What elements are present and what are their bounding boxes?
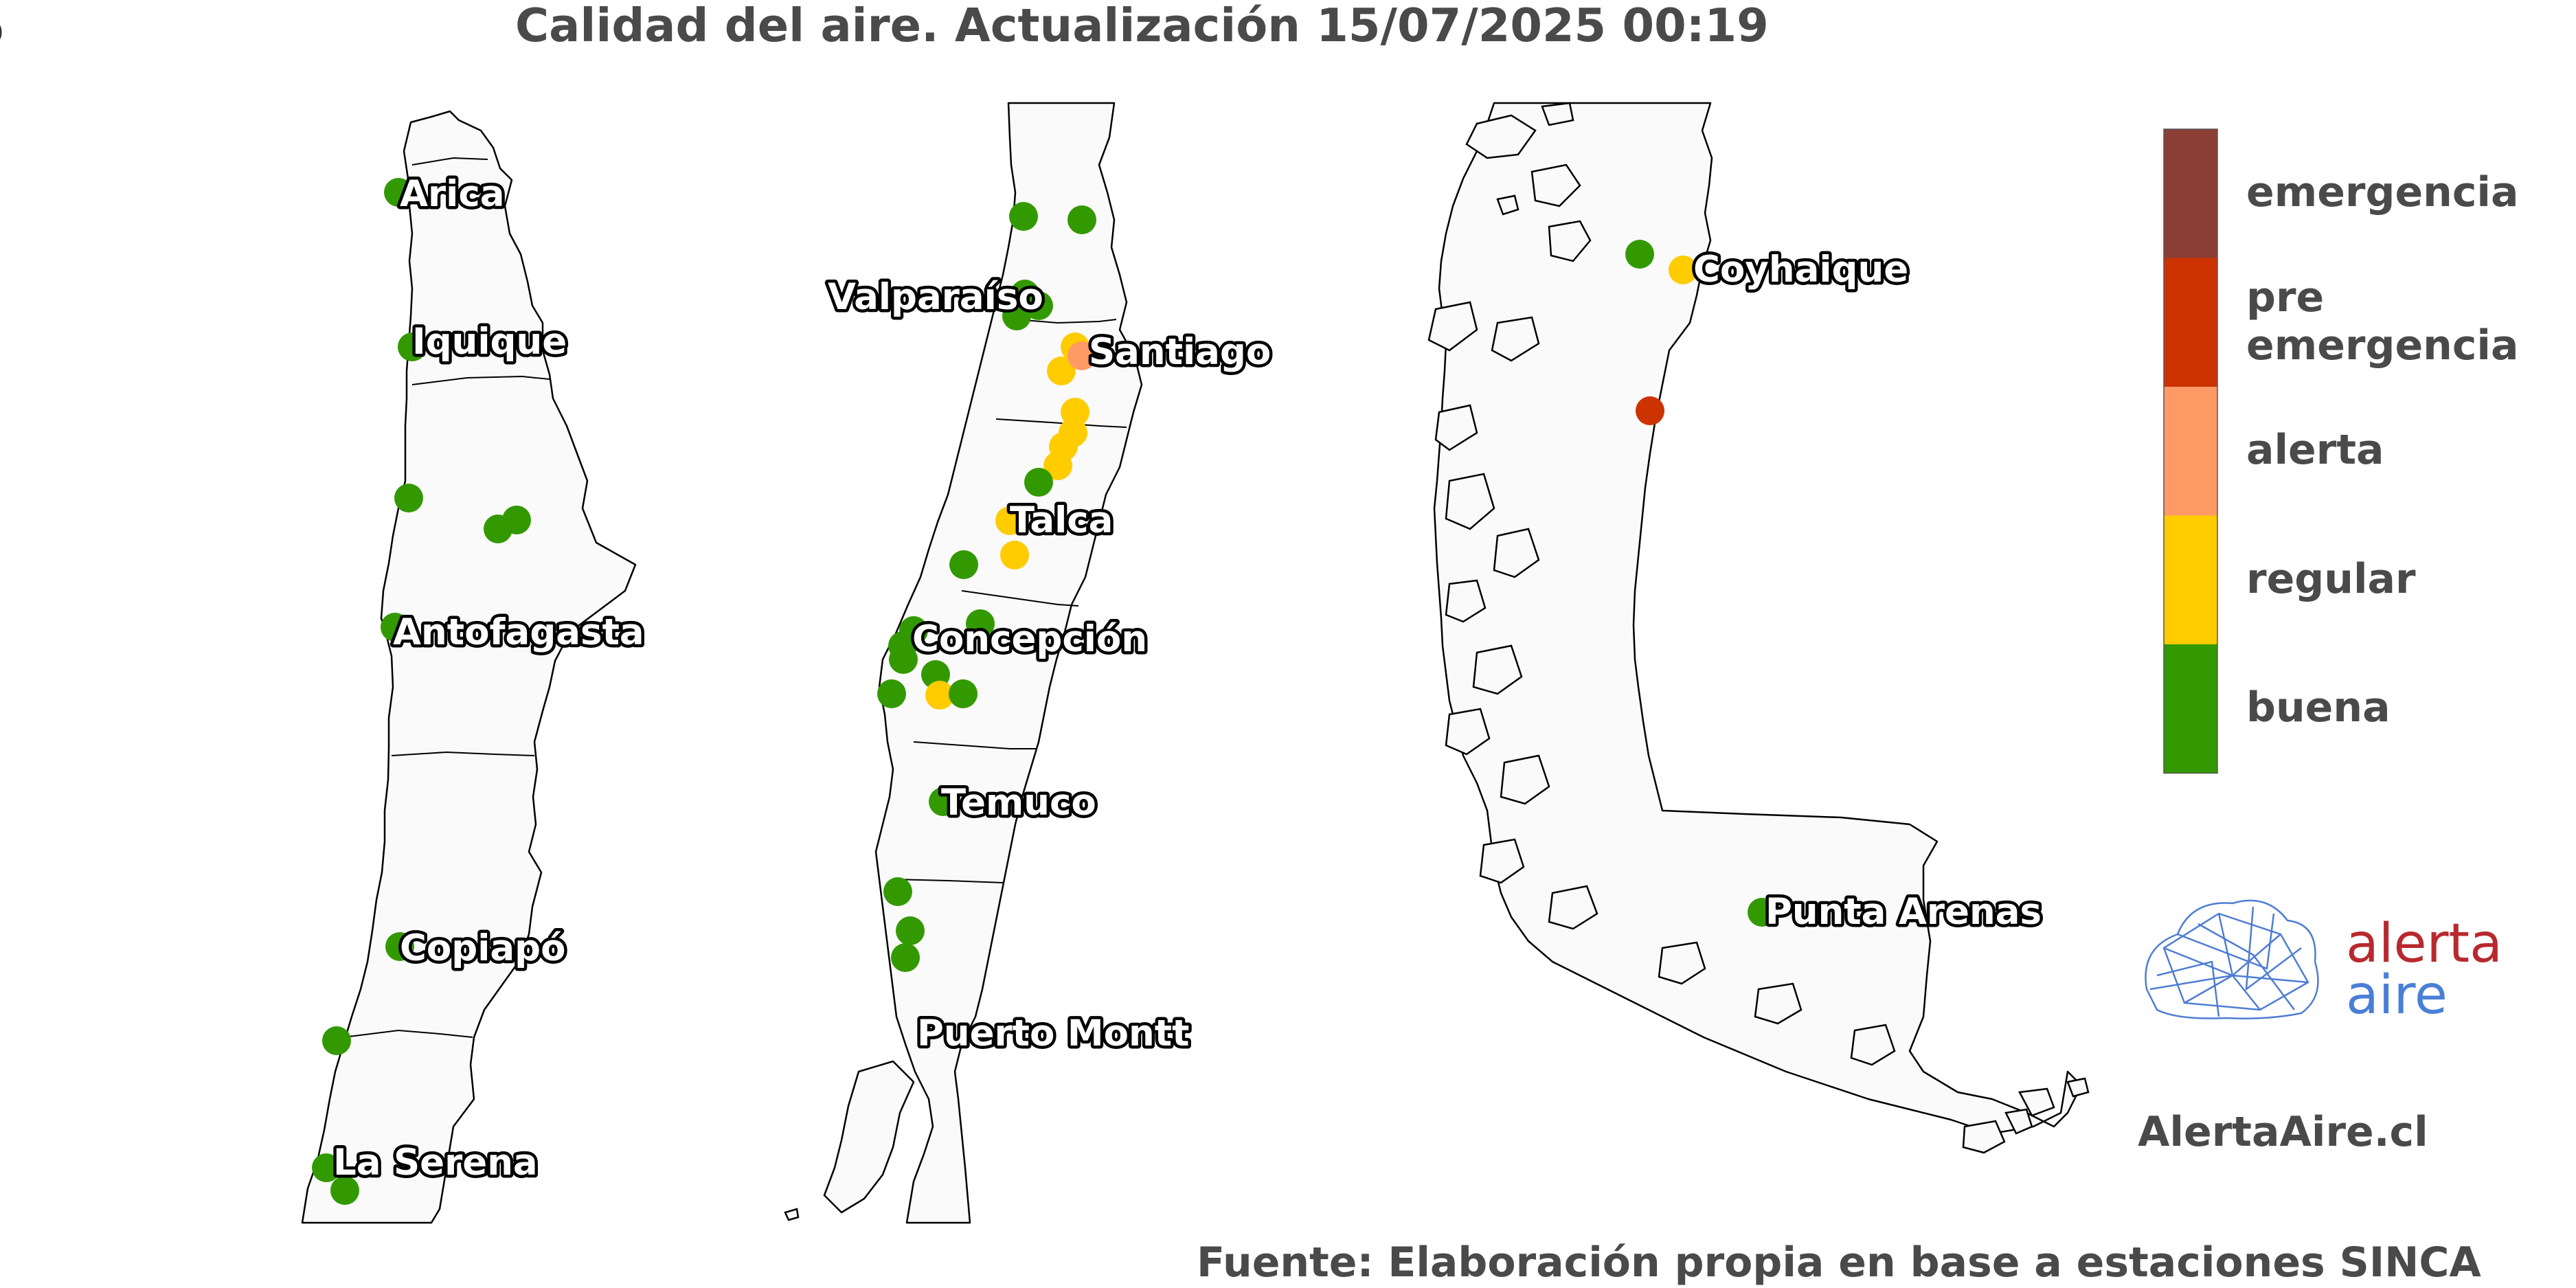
city-labels: Arica Iquique Antofagasta Copiapó La Ser… (330, 170, 2045, 1187)
city-label-arica: Arica (400, 173, 505, 215)
station-marker-norte-10 (330, 1176, 359, 1205)
station-marker-norte-9 (312, 1153, 341, 1182)
alerta-aire-logo: alerta aire (2145, 899, 2502, 1026)
map-panel-norte (301, 110, 637, 1224)
city-label-coyhaique: Coyhaique (1693, 249, 1908, 291)
city-label-santiago: Santiago (1089, 331, 1271, 373)
station-marker-centro-sur-25 (929, 787, 958, 816)
station-marker-centro-sur-26 (883, 877, 912, 906)
city-label-valparaiso: Valparaíso (828, 276, 1043, 318)
chiloe-island (823, 1060, 915, 1214)
legend-color-bar (2163, 128, 2218, 774)
station-markers (312, 178, 1776, 1205)
station-marker-centro-sur-1 (1009, 202, 1038, 231)
station-marker-centro-sur-27 (896, 916, 925, 945)
station-marker-centro-sur-20 (889, 645, 918, 674)
legend-label-pre-emergencia: emergencia (2246, 321, 2518, 370)
centro-sur-regional-boundaries (892, 319, 1127, 883)
site-url: AlertaAire.cl (2138, 1108, 2428, 1156)
map-title: Calidad del aire. Actualización 15/07/20… (515, 0, 1769, 52)
legend-label-alerta: alerta (2246, 426, 2384, 474)
station-marker-centro-sur-16 (949, 550, 978, 579)
legend: emergencia pre emergencia alerta regular… (2163, 128, 2518, 774)
city-label-talca: Talca (1010, 499, 1113, 541)
station-marker-centro-sur-22 (877, 679, 906, 708)
geodesic-dome-cloud-icon (2145, 899, 2319, 1019)
station-marker-norte-3 (394, 484, 423, 512)
station-marker-austral-3 (1636, 396, 1664, 425)
corner-tick-label: 0 (0, 19, 3, 47)
legend-label-emergencia: emergencia (2246, 168, 2518, 216)
city-label-antofagasta: Antofagasta (393, 611, 644, 653)
city-label-punta-arenas: Punta Arenas (1765, 891, 2042, 933)
station-marker-norte-2 (398, 332, 427, 361)
station-marker-centro-sur-2 (1067, 205, 1096, 234)
station-marker-austral-1 (1625, 240, 1654, 269)
legend-label-buena: buena (2246, 683, 2391, 732)
legend-swatch-buena (2164, 644, 2217, 773)
station-marker-centro-sur-4 (1024, 291, 1053, 320)
station-marker-centro-sur-24 (949, 679, 978, 708)
logo-word-aire: aire (2346, 964, 2448, 1026)
city-label-temuco: Temuco (941, 782, 1096, 824)
station-marker-centro-sur-15 (1000, 541, 1029, 569)
source-footer: Fuente: Elaboración propia en base a est… (1197, 1239, 2481, 1287)
norte-landmass (301, 110, 637, 1224)
legend-label-regular: regular (2246, 555, 2416, 603)
station-marker-norte-6 (381, 613, 409, 642)
station-marker-centro-sur-13 (1024, 468, 1053, 497)
small-island (784, 1208, 800, 1221)
legend-label-pre: pre (2246, 273, 2324, 321)
station-marker-austral-4 (1748, 898, 1776, 927)
legend-swatch-alerta (2164, 387, 2217, 516)
station-marker-centro-sur-17 (966, 609, 995, 638)
city-label-concepcion: Concepción (912, 618, 1147, 660)
station-marker-centro-sur-28 (891, 943, 920, 972)
austral-fjord-islands (1427, 102, 2090, 1154)
station-marker-austral-2 (1669, 256, 1697, 284)
station-marker-centro-sur-9 (1067, 341, 1096, 370)
legend-swatch-pre-emergencia (2164, 258, 2217, 387)
city-label-la-serena: La Serena (333, 1142, 538, 1184)
map-panel-austral (1427, 102, 2090, 1154)
station-marker-centro-sur-5 (1002, 302, 1031, 330)
station-marker-norte-1 (384, 178, 413, 207)
austral-landmass (1433, 102, 2083, 1135)
logo-word-alerta: alerta (2346, 913, 2502, 975)
station-marker-centro-sur-14 (995, 506, 1024, 535)
legend-swatch-emergencia (2164, 129, 2217, 258)
legend-color-bar-frame (2163, 128, 2218, 774)
norte-regional-boundaries (343, 157, 550, 1038)
station-marker-centro-sur-23 (925, 681, 954, 710)
city-label-copiapo: Copiapó (400, 927, 566, 969)
centro-sur-landmass (874, 102, 1143, 1224)
station-marker-norte-7 (385, 932, 414, 961)
map-panel-centro-sur (784, 102, 1143, 1224)
legend-swatch-regular (2164, 515, 2217, 644)
station-marker-centro-sur-12 (1043, 451, 1072, 480)
city-label-iquique: Iquique (412, 321, 567, 363)
station-marker-centro-sur-7 (1047, 357, 1076, 385)
station-marker-norte-5 (502, 506, 531, 534)
city-label-puerto-montt: Puerto Montt (917, 1013, 1189, 1054)
station-marker-norte-8 (322, 1026, 351, 1055)
